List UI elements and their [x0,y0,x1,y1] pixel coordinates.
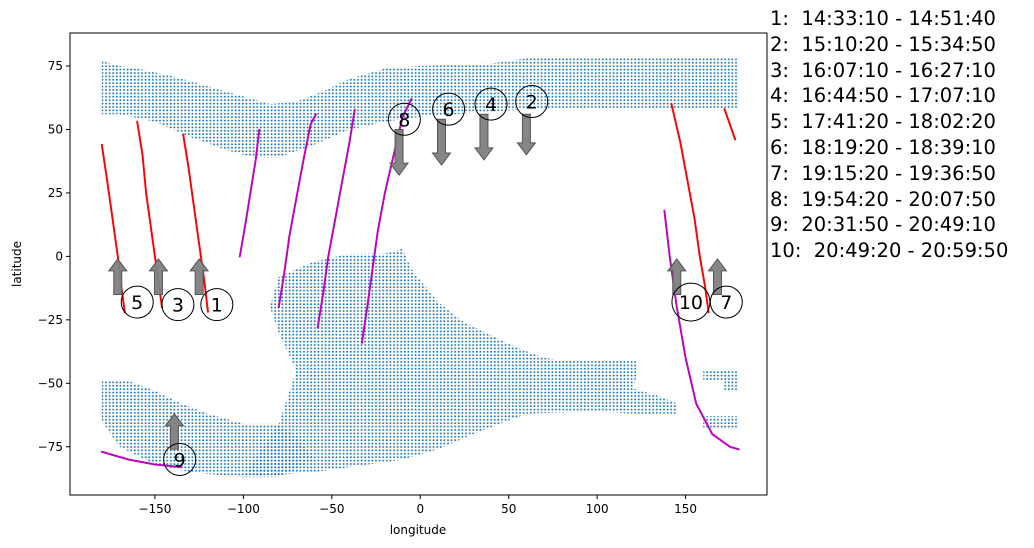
legend-entry-8: 8: 19:54:20 - 20:07:50 [770,187,996,211]
x-tick-label: −100 [227,502,260,516]
y-axis-label: latitude [10,241,24,287]
legend-entry-2: 2: 15:10:20 - 15:34:50 [770,32,996,56]
legend-entry-7: 7: 19:15:20 - 19:36:50 [770,161,996,185]
north-region [101,58,739,158]
marker-circle-9 [163,442,197,476]
marker-label-5: 5 [131,292,143,314]
marker-label-2: 2 [526,92,538,114]
y-axis-ticks: −75 −50 −25 0 25 50 75 [38,59,70,454]
marker-label-8: 8 [398,109,410,131]
marker-label-9: 9 [174,449,186,471]
arrow-5 [107,258,128,295]
x-tick-label: 50 [501,502,516,516]
marker-label-6: 6 [443,99,455,121]
marker-label-7: 7 [720,292,732,314]
x-tick-label: 100 [586,502,609,516]
y-tick-label: −25 [38,313,63,327]
arrow-10 [666,258,687,295]
arrow-1 [189,258,210,295]
y-tick-label: 75 [48,59,63,73]
y-tick-label: −75 [38,440,63,454]
x-tick-label: 0 [416,502,424,516]
arrow-9 [164,412,185,450]
y-tick-label: −50 [38,376,63,390]
track-6 [277,113,317,309]
track-4 [316,108,356,329]
coverage-layer [101,58,739,478]
marker-layer: 1 2 3 4 5 6 7 8 9 10 [107,85,743,476]
track-9 [100,450,183,469]
track-2 [360,98,413,344]
legend-entry-10: 10: 20:49:20 - 20:59:50 [770,239,1009,263]
y-tick-label: 50 [48,122,63,136]
marker-circle-4 [474,87,508,121]
plot-frame [69,32,768,496]
far-south-east-region [703,416,739,429]
track-1 [182,133,209,314]
arrow-3 [148,258,169,295]
marker-circle-3 [161,288,195,322]
x-axis-label: longitude [390,523,447,537]
legend-entry-3: 3: 16:07:10 - 16:27:10 [770,58,996,82]
marker-label-3: 3 [172,295,184,317]
legend-entry-6: 6: 18:19:20 - 18:39:10 [770,135,996,159]
legend-entry-9: 9: 20:31:50 - 20:49:10 [770,213,996,237]
legend-entry-4: 4: 16:44:50 - 17:07:10 [770,84,996,108]
marker-circle-2 [515,85,549,119]
y-tick-label: 25 [48,186,63,200]
central-region [243,248,677,478]
marker-circle-6 [432,92,466,126]
south-west-region [101,380,315,478]
x-tick-label: −150 [138,502,171,516]
marker-circle-8 [387,102,421,136]
track-7b [723,108,737,141]
legend-entry-5: 5: 17:41:20 - 18:02:20 [770,110,996,134]
south-east-region [703,370,739,391]
marker-label-10: 10 [679,292,703,314]
y-tick-label: 0 [55,249,63,263]
legend: 1: 14:33:10 - 14:51:40 2: 15:10:20 - 15:3… [770,6,1008,264]
marker-circle-1 [200,288,234,322]
track-10 [663,209,740,451]
marker-circle-5 [120,285,154,319]
marker-label-1: 1 [211,295,223,317]
marker-circle-10 [671,282,711,322]
legend-entry-1: 1: 14:33:10 - 14:51:40 [770,7,996,30]
arrow-7 [707,258,728,295]
arrow-2 [516,113,537,156]
track-8 [238,128,261,258]
track-layer [100,98,740,469]
x-axis-ticks: −150 −100 −50 0 50 100 150 [138,495,697,516]
marker-label-4: 4 [485,94,497,116]
x-tick-label: −50 [319,502,344,516]
track-7 [670,103,710,314]
x-tick-label: 150 [674,502,697,516]
